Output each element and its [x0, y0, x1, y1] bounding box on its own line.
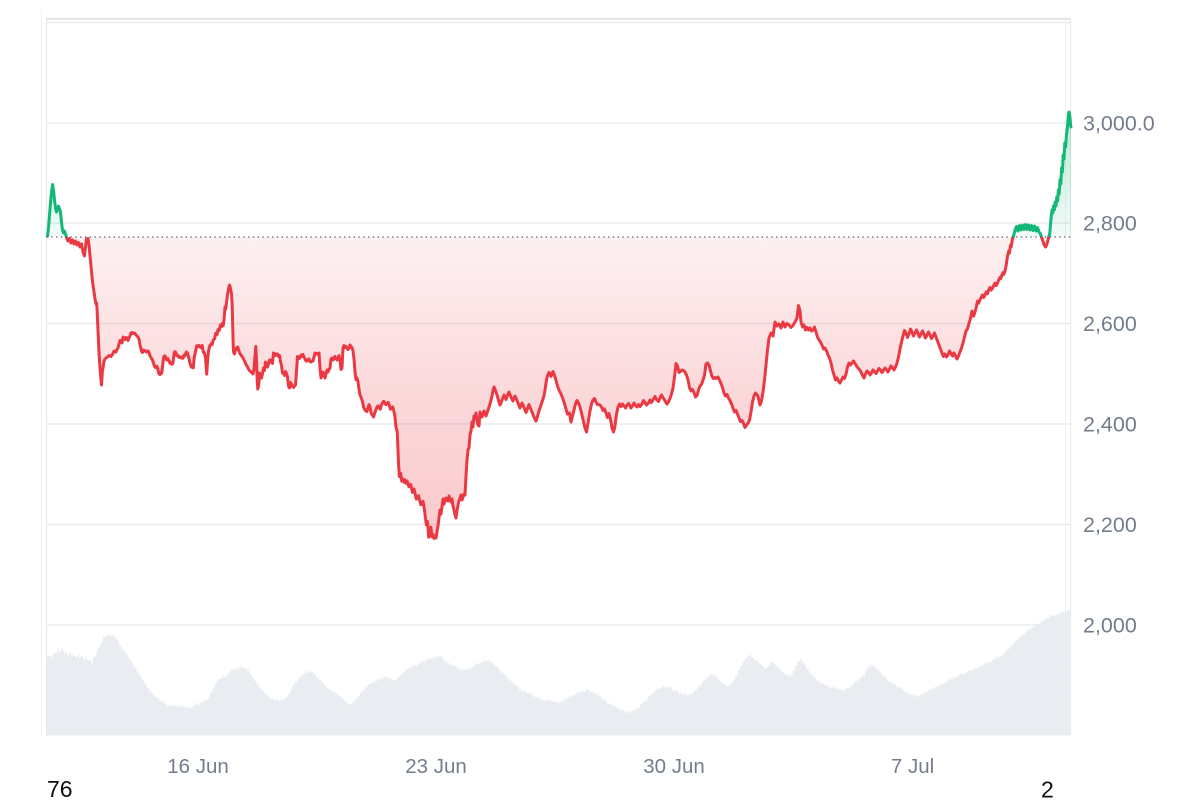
svg-text:16 Jun: 16 Jun: [167, 755, 229, 778]
svg-text:30 Jun: 30 Jun: [643, 755, 705, 778]
svg-text:23 Jun: 23 Jun: [405, 755, 467, 778]
svg-text:2,600: 2,600: [1083, 312, 1137, 336]
svg-text:2: 2: [1041, 777, 1054, 800]
svg-text:2,000: 2,000: [1083, 613, 1137, 637]
svg-text:2,800: 2,800: [1083, 212, 1137, 236]
svg-text:7 Jul: 7 Jul: [891, 755, 934, 778]
svg-text:76: 76: [47, 776, 73, 800]
svg-text:2,400: 2,400: [1083, 413, 1137, 437]
svg-text:3,000.0: 3,000.0: [1083, 111, 1155, 135]
svg-text:2,200: 2,200: [1083, 513, 1137, 537]
